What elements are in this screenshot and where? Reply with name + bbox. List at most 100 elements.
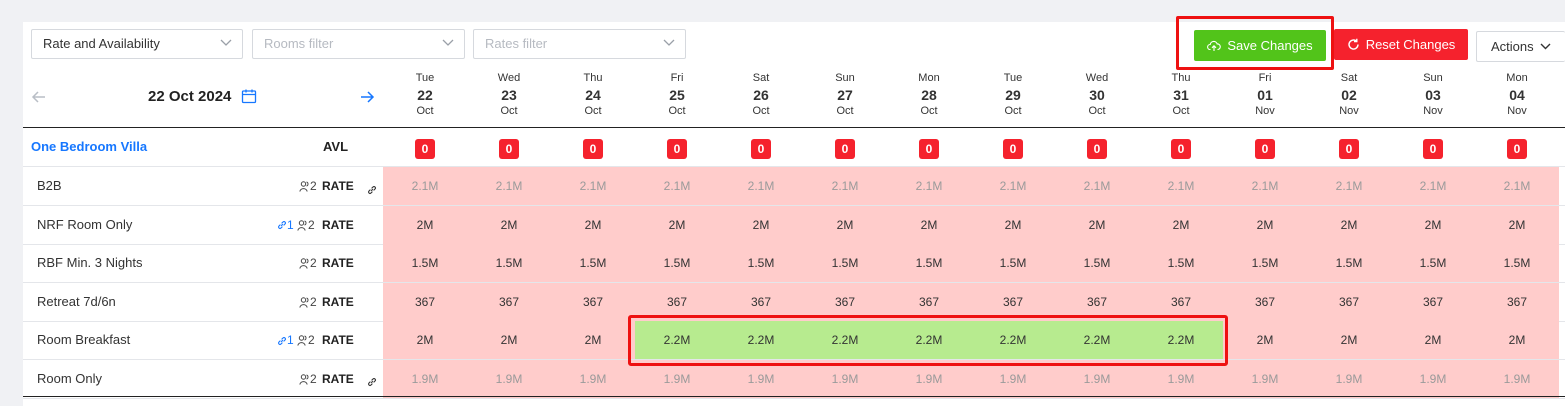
arrow-left-icon[interactable] [30,88,48,106]
rate-cell[interactable]: 1.5M [971,244,1055,282]
rate-cell[interactable]: 2.1M [383,167,467,205]
rate-cell[interactable]: 2M [1307,205,1391,244]
rate-cell[interactable]: 1.9M [1475,359,1559,398]
rate-cell[interactable]: 1.9M [635,359,719,398]
availability-cell[interactable]: 0 [1339,139,1359,159]
rate-cell[interactable]: 367 [971,282,1055,321]
rate-cell[interactable]: 2.1M [1475,167,1559,205]
rate-cell[interactable]: 1.9M [1223,359,1307,398]
rate-cell[interactable]: 2.1M [887,167,971,205]
rate-cell[interactable]: 1.9M [719,359,803,398]
calendar-icon[interactable] [241,88,257,104]
rate-cell[interactable]: 1.5M [1307,244,1391,282]
rate-cell[interactable]: 2M [467,205,551,244]
rate-cell[interactable]: 2M [887,205,971,244]
rate-cell[interactable]: 2M [971,205,1055,244]
rate-cell[interactable]: 367 [803,282,887,321]
rate-cell[interactable]: 2.1M [1055,167,1139,205]
arrow-right-icon[interactable] [358,88,376,106]
availability-cell[interactable]: 0 [1003,139,1023,159]
rate-cell[interactable]: 367 [383,282,467,321]
rate-cell[interactable]: 2.2M [719,321,803,359]
rate-cell[interactable]: 2.2M [635,321,719,359]
availability-cell[interactable]: 0 [751,139,771,159]
rate-cell[interactable]: 2.1M [803,167,887,205]
rate-cell[interactable]: 2M [803,205,887,244]
rate-cell[interactable]: 1.5M [383,244,467,282]
rate-cell[interactable]: 2M [1391,321,1475,359]
rate-cell[interactable]: 1.9M [1055,359,1139,398]
rate-cell[interactable]: 1.9M [1391,359,1475,398]
rate-cell[interactable]: 367 [1223,282,1307,321]
rate-cell[interactable]: 367 [467,282,551,321]
rate-cell[interactable]: 2.1M [719,167,803,205]
rate-cell[interactable]: 2.1M [467,167,551,205]
rate-cell[interactable]: 367 [1391,282,1475,321]
rate-cell[interactable]: 1.9M [551,359,635,398]
rate-cell[interactable]: 367 [1055,282,1139,321]
rate-cell[interactable]: 367 [1139,282,1223,321]
availability-cell[interactable]: 0 [919,139,939,159]
rate-cell[interactable]: 367 [1307,282,1391,321]
rate-cell[interactable]: 1.5M [1223,244,1307,282]
actions-dropdown[interactable]: Actions [1476,31,1565,62]
rate-cell[interactable]: 1.5M [719,244,803,282]
rate-cell[interactable]: 1.5M [887,244,971,282]
view-select[interactable]: Rate and Availability [31,29,243,59]
rooms-filter[interactable]: Rooms filter [252,29,465,59]
rate-cell[interactable]: 2M [551,205,635,244]
save-changes-button[interactable]: Save Changes [1194,30,1326,61]
rate-cell[interactable]: 2M [1475,321,1559,359]
rate-cell[interactable]: 367 [635,282,719,321]
rate-cell[interactable]: 1.9M [803,359,887,398]
availability-cell[interactable]: 0 [1423,139,1443,159]
rate-cell[interactable]: 1.5M [635,244,719,282]
rate-cell[interactable]: 2M [1307,321,1391,359]
availability-cell[interactable]: 0 [583,139,603,159]
rate-cell[interactable]: 1.9M [971,359,1055,398]
rate-cell[interactable]: 2.1M [1139,167,1223,205]
rate-cell[interactable]: 1.9M [1307,359,1391,398]
rate-cell[interactable]: 1.5M [1475,244,1559,282]
rate-cell[interactable]: 2M [635,205,719,244]
rate-cell[interactable]: 2M [383,205,467,244]
availability-cell[interactable]: 0 [1255,139,1275,159]
rate-cell[interactable]: 1.9M [467,359,551,398]
rate-cell[interactable]: 367 [719,282,803,321]
availability-cell[interactable]: 0 [499,139,519,159]
rate-cell[interactable]: 2M [1391,205,1475,244]
rate-cell[interactable]: 1.5M [1139,244,1223,282]
rate-cell[interactable]: 2M [719,205,803,244]
rate-cell[interactable]: 2.1M [1307,167,1391,205]
rate-cell[interactable]: 1.9M [887,359,971,398]
derived-link[interactable] [367,181,377,194]
availability-cell[interactable]: 0 [835,139,855,159]
rate-cell[interactable]: 2.2M [1139,321,1223,359]
rate-cell[interactable]: 2.1M [1223,167,1307,205]
room-name[interactable]: One Bedroom Villa [31,139,148,154]
rate-cell[interactable]: 1.5M [1391,244,1475,282]
availability-cell[interactable]: 0 [1171,139,1191,159]
rate-cell[interactable]: 2M [551,321,635,359]
rate-cell[interactable]: 1.9M [383,359,467,398]
availability-cell[interactable]: 0 [667,139,687,159]
rates-filter[interactable]: Rates filter [473,29,686,59]
rate-cell[interactable]: 1.5M [803,244,887,282]
rate-cell[interactable]: 1.5M [1055,244,1139,282]
rate-cell[interactable]: 2.1M [971,167,1055,205]
rate-cell[interactable]: 2.2M [1055,321,1139,359]
rate-cell[interactable]: 2M [1055,205,1139,244]
rate-cell[interactable]: 2.1M [635,167,719,205]
rate-cell[interactable]: 2.2M [971,321,1055,359]
derived-link[interactable] [367,374,377,387]
rate-cell[interactable]: 2M [1475,205,1559,244]
rate-cell[interactable]: 2.1M [551,167,635,205]
rate-cell[interactable]: 2.2M [803,321,887,359]
rate-cell[interactable]: 2M [383,321,467,359]
availability-cell[interactable]: 0 [1507,139,1527,159]
rate-cell[interactable]: 1.5M [551,244,635,282]
rate-cell[interactable]: 2.1M [1391,167,1475,205]
availability-cell[interactable]: 0 [1087,139,1107,159]
rate-cell[interactable]: 2M [1139,205,1223,244]
availability-cell[interactable]: 0 [415,139,435,159]
